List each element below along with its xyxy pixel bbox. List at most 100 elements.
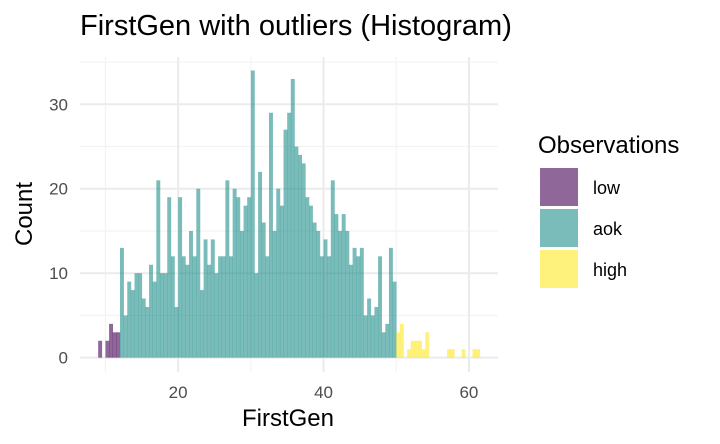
histogram-bar-aok xyxy=(250,70,255,358)
histogram-bar-aok xyxy=(178,197,183,358)
histogram-bar-aok xyxy=(381,332,386,358)
histogram-bar-aok xyxy=(167,197,172,358)
histogram-bar-high xyxy=(476,349,481,358)
histogram-bar-aok xyxy=(210,239,215,358)
histogram-bar-aok xyxy=(149,264,153,358)
x-tick-label: 60 xyxy=(459,383,478,402)
histogram-bar-aok xyxy=(127,281,132,358)
legend-label-aok: aok xyxy=(593,219,623,239)
histogram-bar-high xyxy=(447,349,452,358)
histogram-bar-aok xyxy=(341,214,346,358)
histogram-bar-aok xyxy=(203,239,208,358)
histogram-bar-aok xyxy=(265,256,270,358)
histogram-bar-low xyxy=(98,340,103,358)
histogram-bar-high xyxy=(450,349,455,358)
histogram-bar-aok xyxy=(229,256,233,358)
histogram-bar-aok xyxy=(214,273,219,358)
histogram-bar-aok xyxy=(218,256,223,358)
histogram-bar-aok xyxy=(323,239,328,358)
histogram-bar-aok xyxy=(352,247,357,358)
y-axis-ticks: 0 10 20 30 xyxy=(49,95,68,367)
histogram-bar-aok xyxy=(123,315,128,358)
histogram-bar-aok xyxy=(305,197,310,358)
histogram-bar-high xyxy=(418,340,422,358)
histogram-bar-aok xyxy=(221,256,226,358)
histogram-bar-aok xyxy=(301,163,306,358)
histogram-bar-aok xyxy=(189,230,193,358)
histogram-bar-aok xyxy=(308,205,313,358)
histogram-bar-aok xyxy=(359,247,364,358)
histogram-bar-aok xyxy=(159,273,164,358)
histogram-bar-aok xyxy=(269,112,273,358)
histogram-bar-aok xyxy=(225,180,230,358)
histogram-bar-aok xyxy=(388,247,393,358)
histogram-bar-aok xyxy=(170,256,175,358)
legend-label-low: low xyxy=(593,178,621,198)
legend-swatch-low xyxy=(540,168,578,206)
histogram-bar-aok xyxy=(356,256,361,358)
histogram-bar-aok xyxy=(327,256,332,358)
y-tick-label: 10 xyxy=(49,264,68,283)
histogram-bar-aok xyxy=(119,247,124,358)
histogram-bar-aok xyxy=(370,315,375,358)
histogram-bar-aok xyxy=(279,205,284,358)
histogram-bar-aok xyxy=(385,323,390,358)
histogram-bar-aok xyxy=(319,256,324,358)
y-tick-label: 0 xyxy=(59,349,68,368)
x-tick-label: 40 xyxy=(314,383,333,402)
histogram-bar-low xyxy=(112,332,117,358)
histogram-bar-aok xyxy=(392,281,397,358)
histogram-bar-aok xyxy=(374,306,379,358)
histogram-bar-aok xyxy=(330,180,335,358)
histogram-bar-aok xyxy=(378,256,382,358)
histogram-bar-high xyxy=(421,349,426,358)
histogram-bars xyxy=(98,70,481,358)
histogram-bar-high xyxy=(410,340,415,358)
histogram-bar-low xyxy=(109,323,114,358)
histogram-bar-aok xyxy=(316,230,321,358)
histogram-bar-aok xyxy=(174,306,179,358)
histogram-bar-aok xyxy=(236,197,241,358)
histogram-bar-aok xyxy=(199,290,204,358)
legend: Observations low aok high xyxy=(538,132,679,288)
histogram-bar-aok xyxy=(298,154,303,358)
histogram-bar-aok xyxy=(272,230,277,358)
histogram-bar-aok xyxy=(145,306,150,358)
legend-entries: low aok high xyxy=(540,168,627,288)
histogram-bar-aok xyxy=(312,222,317,358)
histogram-bar-high xyxy=(461,349,466,358)
y-tick-label: 20 xyxy=(49,180,68,199)
histogram-bar-aok xyxy=(152,281,157,358)
legend-label-high: high xyxy=(593,260,627,280)
histogram-bar-aok xyxy=(283,129,288,358)
histogram-bar-aok xyxy=(181,256,186,358)
histogram-bar-aok xyxy=(348,264,353,358)
histogram-bar-aok xyxy=(207,264,212,358)
histogram-bar-aok xyxy=(247,197,252,358)
histogram-bar-low xyxy=(116,332,121,358)
histogram-bar-aok xyxy=(287,112,292,358)
legend-swatch-aok xyxy=(540,209,578,247)
histogram-bar-aok xyxy=(338,230,343,358)
histogram-bar-aok xyxy=(261,222,266,358)
histogram-bar-aok xyxy=(294,146,299,358)
histogram-bar-aok xyxy=(232,188,237,358)
histogram-bar-aok xyxy=(243,205,248,358)
y-tick-label: 30 xyxy=(49,95,68,114)
histogram-bar-low xyxy=(105,340,110,358)
histogram-bar-aok xyxy=(363,315,368,358)
histogram-bar-aok xyxy=(130,290,135,358)
histogram-bar-aok xyxy=(163,273,168,358)
legend-swatch-high xyxy=(540,250,578,288)
histogram-bar-aok xyxy=(192,256,197,358)
histogram-bar-aok xyxy=(141,298,146,358)
histogram-bar-high xyxy=(399,323,404,358)
histogram-bar-high xyxy=(425,332,430,358)
histogram-bar-aok xyxy=(334,214,339,358)
histogram-bar-high xyxy=(414,340,419,358)
histogram-bar-high xyxy=(396,332,401,358)
x-tick-label: 20 xyxy=(169,383,188,402)
histogram-bar-aok xyxy=(196,188,201,358)
histogram-bar-aok xyxy=(276,188,281,358)
